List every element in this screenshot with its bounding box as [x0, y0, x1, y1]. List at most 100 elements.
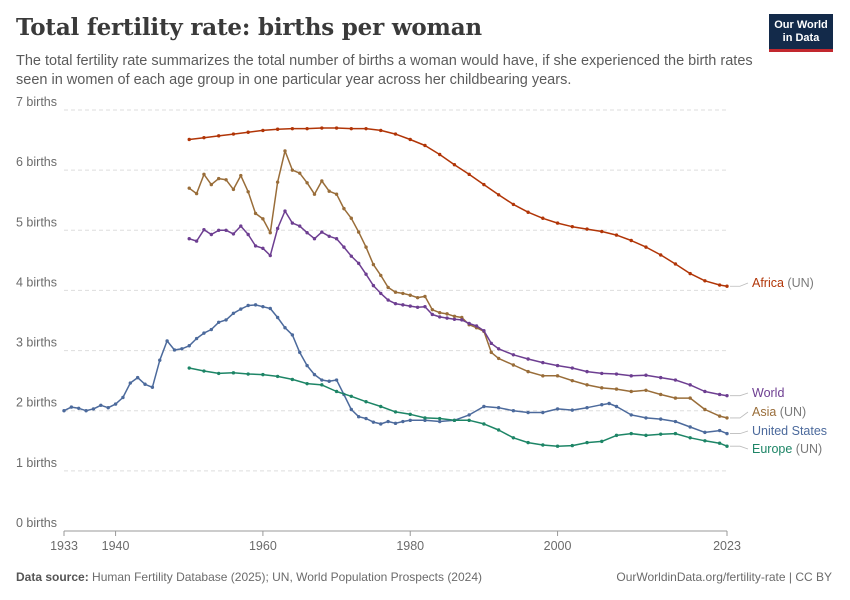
data-point: [673, 419, 678, 424]
data-point: [526, 410, 530, 415]
series-label-suffix: (UN): [776, 405, 806, 419]
series-line-world: [188, 210, 728, 397]
series-label-name: United States: [752, 424, 827, 438]
data-point: [555, 444, 560, 448]
data-point: [585, 369, 589, 374]
data-point: [290, 168, 295, 172]
data-point: [268, 230, 272, 235]
data-point: [312, 372, 317, 377]
data-point: [496, 193, 501, 197]
data-point: [239, 224, 243, 228]
data-point: [393, 410, 398, 414]
data-point: [246, 130, 250, 134]
data-point: [644, 416, 648, 420]
data-point: [452, 314, 457, 318]
series-label-suffix: (UN): [792, 442, 822, 456]
data-point: [69, 405, 74, 409]
data-point: [202, 331, 206, 335]
logo-line-1: Our World: [774, 19, 828, 31]
data-point: [290, 377, 295, 382]
data-point: [673, 396, 678, 400]
data-point: [231, 311, 236, 315]
data-point: [187, 186, 191, 190]
data-point: [570, 408, 574, 412]
data-point: [239, 307, 243, 311]
data-point: [349, 254, 353, 258]
data-point: [474, 324, 479, 328]
data-point: [452, 317, 457, 321]
data-point: [268, 306, 272, 311]
y-tick-label: 2 births: [16, 396, 57, 410]
data-point: [165, 339, 169, 343]
x-tick-label: 1980: [396, 539, 424, 553]
data-point: [438, 152, 442, 157]
data-point: [320, 378, 324, 382]
source-url-link[interactable]: OurWorldinData.org/fertility-rate | CC B…: [616, 570, 832, 584]
data-point: [371, 262, 376, 267]
data-point: [438, 419, 442, 424]
data-point: [320, 179, 324, 183]
data-point: [349, 407, 353, 412]
data-point: [600, 229, 604, 234]
data-point: [541, 374, 545, 378]
data-point: [526, 210, 530, 214]
data-point: [312, 192, 317, 196]
data-point: [541, 216, 545, 220]
data-point: [717, 414, 722, 418]
data-point: [239, 173, 243, 178]
data-point: [423, 418, 427, 423]
data-point: [275, 315, 280, 320]
data-point: [143, 382, 147, 386]
data-point: [342, 245, 346, 249]
data-point: [725, 393, 729, 398]
data-point: [106, 406, 110, 410]
data-point: [725, 284, 729, 288]
data-point: [445, 316, 449, 320]
data-point: [231, 371, 236, 375]
data-point: [585, 440, 589, 445]
data-point: [393, 132, 398, 136]
data-point: [275, 180, 280, 184]
data-point: [415, 295, 420, 300]
data-point: [511, 202, 516, 207]
data-point: [62, 409, 66, 413]
y-tick-label: 3 births: [16, 336, 57, 350]
data-point: [659, 417, 663, 421]
data-point: [401, 291, 405, 296]
data-point: [334, 192, 339, 196]
data-point: [526, 369, 530, 374]
data-point: [379, 291, 383, 296]
data-point: [629, 431, 633, 436]
data-point: [629, 413, 633, 417]
data-point: [703, 407, 707, 412]
data-point: [717, 283, 722, 287]
data-point: [356, 261, 361, 266]
data-point: [312, 237, 317, 241]
data-point: [408, 304, 412, 308]
data-point: [585, 383, 589, 387]
data-point: [614, 387, 619, 391]
y-tick-label: 4 births: [16, 275, 57, 289]
data-point: [408, 293, 412, 297]
data-point: [202, 172, 206, 177]
owid-logo[interactable]: Our World in Data: [769, 14, 833, 52]
data-point: [224, 318, 228, 322]
data-point: [482, 182, 486, 187]
data-point: [526, 440, 530, 445]
data-point: [600, 439, 604, 444]
data-point: [231, 132, 236, 136]
data-point: [423, 294, 427, 299]
data-point: [585, 227, 589, 231]
data-point: [452, 418, 457, 423]
data-point: [194, 239, 199, 243]
data-point: [659, 392, 663, 397]
data-point: [386, 285, 390, 290]
data-point: [482, 404, 486, 409]
data-point: [408, 418, 412, 423]
data-point: [349, 216, 353, 220]
data-point: [489, 350, 493, 355]
data-point: [688, 425, 692, 429]
data-point: [91, 407, 96, 411]
